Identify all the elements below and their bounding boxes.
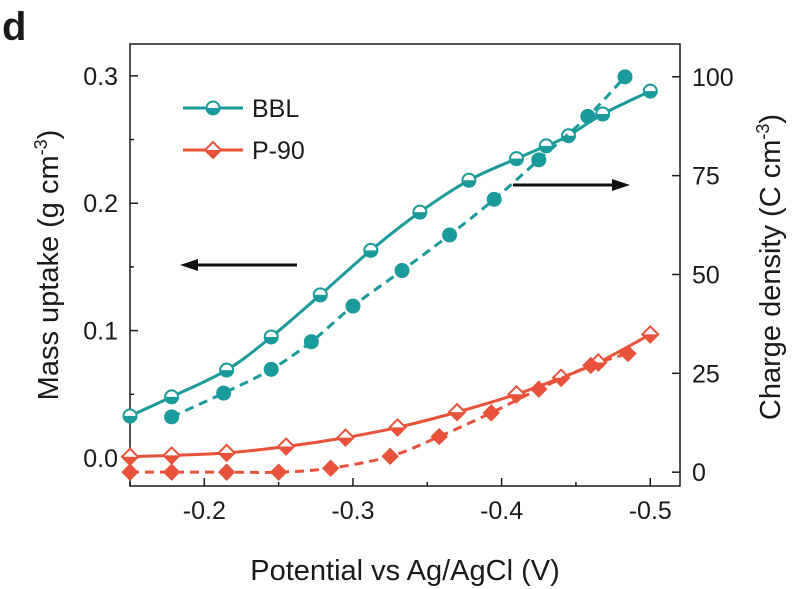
data-point-bbl-right [617, 69, 633, 85]
y-left-tick-label: 0.0 [83, 445, 118, 473]
data-point-p90-right [430, 427, 448, 446]
data-point-p90-left-fill [389, 427, 406, 436]
legend-label-p90: P-90 [252, 137, 305, 165]
x-axis-label: Potential vs Ag/AgCl (V) [250, 555, 559, 587]
data-point-p90-right [619, 344, 637, 363]
data-point-p90-left-fill [642, 334, 659, 343]
legend-marker-bbl [205, 100, 221, 116]
data-point-bbl-left-fill [165, 396, 179, 404]
series-layer [120, 69, 660, 481]
data-point-p90-left-fill [218, 452, 235, 461]
data-point-bbl-left-fill [539, 145, 553, 153]
data-point-p90-right [381, 447, 399, 466]
y-right-tick-label: 25 [692, 360, 720, 388]
series-bbl-right [164, 69, 633, 425]
series-p90-left [120, 325, 660, 467]
data-point-bbl-left-fill [313, 294, 327, 302]
x-tick-label: -0.3 [331, 497, 374, 525]
data-point-bbl-left-fill [509, 158, 523, 166]
legend-marker-p90 [203, 140, 223, 160]
y-right-axis-ticks: 0 25 50 75 100 [672, 64, 734, 487]
legend-marker-p90-shape-fill [205, 150, 221, 158]
data-point-bbl-left-fill [364, 250, 378, 257]
data-point-p90-right [482, 404, 500, 422]
y-left-axis-ticks: 0.0 0.1 0.2 0.3 [83, 63, 138, 473]
legend-label-bbl: BBL [252, 95, 299, 123]
data-point-p90-left-fill [337, 437, 354, 446]
data-point-p90-left-fill [163, 455, 180, 464]
legend-marker-bbl-shape-fill [206, 108, 220, 115]
series-line-p90-left [129, 333, 651, 459]
series-bbl-left [122, 83, 658, 424]
data-point-p90-left-fill [449, 412, 466, 421]
data-point-bbl-right [580, 108, 596, 124]
panel-label: d [2, 5, 26, 49]
data-point-bbl-right [486, 191, 502, 207]
series-line-bbl-right [170, 75, 627, 419]
data-point-bbl-left-fill [462, 180, 476, 187]
y-left-tick-label: 0.3 [83, 63, 118, 91]
data-point-bbl-left-fill [123, 415, 137, 423]
legend: BBL P-90 [183, 95, 305, 165]
y-left-tick-label: 0.1 [83, 318, 118, 346]
y-right-tick-label: 100 [692, 64, 734, 92]
data-point-bbl-left-fill [596, 114, 610, 121]
data-point-bbl-right [345, 298, 361, 314]
data-point-bbl-left-fill [220, 370, 234, 377]
y-right-tick-label: 50 [692, 261, 720, 289]
data-point-p90-right [217, 463, 236, 481]
data-point-bbl-right [531, 152, 547, 168]
data-point-p90-left-fill [553, 377, 570, 386]
x-tick-label: -0.2 [183, 497, 226, 525]
data-point-p90-right [121, 463, 139, 481]
y-left-tick-label: 0.2 [83, 190, 118, 218]
arrow-right-axis [513, 179, 630, 191]
data-point-p90-left-fill [278, 446, 295, 455]
data-point-p90-left-fill [122, 456, 138, 465]
series-p90-right [121, 344, 637, 481]
arrow-left-axis [180, 259, 297, 271]
data-point-bbl-right [442, 227, 458, 243]
data-point-bbl-right [394, 263, 410, 279]
x-axis-ticks: -0.2 -0.3 -0.4 -0.5 [129, 478, 672, 525]
data-point-bbl-right [303, 334, 319, 350]
data-point-bbl-right [164, 409, 180, 425]
data-point-p90-right [269, 463, 288, 481]
data-point-p90-right [530, 380, 548, 398]
data-point-p90-right [582, 356, 600, 375]
data-point-bbl-left-fill [264, 336, 278, 344]
data-point-bbl-right [216, 385, 232, 401]
y-right-tick-label: 0 [692, 459, 706, 487]
x-tick-label: -0.4 [480, 497, 523, 525]
data-point-p90-left-fill [508, 394, 525, 403]
y-left-axis-label: Mass uptake (g cm-3) [31, 130, 65, 401]
data-point-p90-right [321, 459, 340, 477]
data-point-p90-right [162, 463, 181, 481]
data-point-bbl-right [263, 361, 279, 377]
data-point-bbl-left-fill [643, 91, 657, 98]
data-point-bbl-left-fill [413, 212, 427, 219]
y-right-tick-label: 75 [692, 163, 720, 191]
x-tick-label: -0.5 [629, 497, 672, 525]
plot-frame [129, 43, 681, 487]
y-right-axis-label: Charge density (C cm-3) [753, 114, 787, 420]
